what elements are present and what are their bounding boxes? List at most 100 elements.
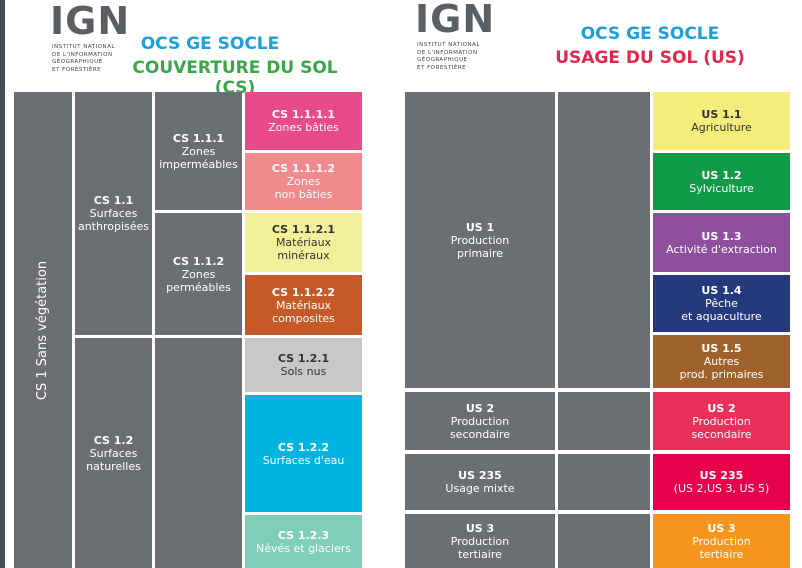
- cell: CS 1.2 Surfaces naturelles: [75, 338, 152, 568]
- cell-text: Sylviculture: [689, 181, 754, 195]
- cell-code: CS 1.1.2.1: [271, 223, 336, 236]
- logo: IGN: [50, 0, 131, 43]
- cell: [155, 338, 242, 568]
- cell-code: CS 1.2.2: [277, 440, 330, 454]
- cell-code: US 235: [699, 469, 744, 482]
- cell-code: US 1.4: [701, 284, 742, 297]
- cell: CS 1.2.1 Sols nus: [245, 338, 362, 392]
- cell: CS 1.1 Surfaces anthropisées: [75, 92, 152, 335]
- cell: [558, 454, 650, 510]
- org-line: GÉOGRAPHIQUE: [52, 59, 103, 65]
- org: INSTITUT NATIONAL DE L'INFORMATION GÉOGRAP…: [52, 44, 115, 74]
- side-strip: [0, 0, 5, 568]
- org-line: INSTITUT NATIONAL: [417, 42, 480, 48]
- cell-code: CS 1.1: [93, 194, 134, 207]
- org-line: DE L'INFORMATION: [52, 51, 113, 58]
- cell-code: US 1.5: [701, 342, 742, 355]
- cell: US 1 Production primaire: [405, 92, 555, 388]
- cell-text: tertiaire: [699, 547, 744, 561]
- cell-code: US 3: [707, 521, 736, 535]
- cell-text: minéraux: [277, 249, 330, 262]
- cell-text: Production: [692, 534, 751, 548]
- cell: US 1.4 Pêche et aquaculture: [653, 275, 790, 332]
- cell-text: Surfaces: [89, 446, 138, 460]
- cell-code: CS 1.1.1: [172, 131, 225, 145]
- cell-text: naturelles: [86, 459, 141, 473]
- cell-text: primaire: [456, 246, 504, 260]
- cell-text: Sols nus: [280, 365, 327, 378]
- cell-text: secondaire: [449, 427, 511, 441]
- cell-text: Surfaces: [89, 207, 138, 220]
- cell: [558, 92, 650, 388]
- cell-text: Matériaux: [275, 236, 332, 249]
- cell-text: Zones: [181, 144, 216, 158]
- cell-code: US 2: [465, 401, 495, 415]
- cell-code: US 235: [458, 469, 502, 482]
- cell-text: Matériaux: [275, 298, 332, 312]
- cell-text: Pêche: [705, 297, 738, 310]
- logo: IGN: [415, 0, 496, 41]
- org-line: INSTITUT NATIONAL: [52, 44, 115, 50]
- cell: [558, 514, 650, 568]
- cell: US 2 Production secondaire: [405, 392, 555, 450]
- org: INSTITUT NATIONAL DE L'INFORMATION GÉOGRAP…: [417, 42, 480, 72]
- cell: CS 1.1.1 Zones imperméables: [155, 92, 242, 210]
- cell-code: CS 1.1.1.2: [271, 162, 336, 175]
- cell-text: Névés et glaciers: [256, 541, 351, 555]
- cell-code: CS 1.1.1.1: [271, 108, 336, 121]
- cell-code: CS 1.1.2.2: [271, 285, 336, 299]
- cell: CS 1.1.1.2 Zones non bâties: [245, 153, 362, 210]
- cell: CS 1.2.2 Surfaces d'eau: [245, 395, 362, 512]
- cell-text: secondaire: [691, 427, 752, 441]
- cell: US 1.5 Autres prod. primaires: [653, 335, 790, 388]
- title: OCS GE SOCLE: [580, 24, 720, 44]
- cell-text: perméables: [166, 280, 231, 294]
- cell-text: et aquaculture: [681, 310, 762, 323]
- cell-text: Zones: [181, 267, 216, 281]
- cell-text: Autres: [703, 355, 740, 368]
- cell: CS 1.1.1.1 Zones bâties: [245, 92, 362, 150]
- cell-code: US 3: [465, 521, 495, 535]
- org-line: DE L'INFORMATION: [417, 49, 478, 56]
- cell-text: Production: [450, 414, 510, 428]
- cell-code: CS 1.2.3: [277, 528, 330, 542]
- cell: CS 1.2.3 Névés et glaciers: [245, 515, 362, 568]
- cell-text: Production: [450, 534, 510, 548]
- title: OCS GE SOCLE: [140, 34, 280, 54]
- cell-code: US 2: [707, 401, 736, 415]
- cell: US 2 Production secondaire: [653, 392, 790, 450]
- org-line: GÉOGRAPHIQUE: [417, 57, 468, 63]
- cell-code: CS 1 Sans végétation: [35, 260, 51, 400]
- cell-text: Surfaces d'eau: [262, 453, 345, 467]
- org-line: ET FORESTIÈRE: [52, 66, 102, 73]
- cell-text: prod. primaires: [679, 368, 764, 381]
- cell: US 1.2 Sylviculture: [653, 153, 790, 210]
- cell: US 235 (US 2,US 3, US 5): [653, 454, 790, 510]
- cell-code: CS 1.2: [93, 433, 134, 447]
- cell-text: (US 2,US 3, US 5): [673, 482, 770, 495]
- cell: US 3 Production tertiaire: [405, 514, 555, 568]
- cell-text: Zones: [286, 175, 321, 188]
- rotated-label: CS 1 Sans végétation: [35, 260, 51, 400]
- cell-code: US 1: [465, 220, 495, 234]
- cell-text: non bâties: [274, 188, 333, 201]
- cell-text: imperméables: [159, 157, 238, 171]
- cell-text: Production: [692, 414, 751, 428]
- cell: US 1.3 Activité d'extraction: [653, 213, 790, 272]
- cell: CS 1 Sans végétation: [14, 92, 72, 568]
- cell-text: tertiaire: [458, 547, 502, 561]
- cell-code: CS 1.1.2: [172, 254, 225, 268]
- cell-text: Activité d'extraction: [666, 242, 777, 256]
- org-line: ET FORESTIÈRE: [417, 64, 467, 71]
- cell: US 3 Production tertiaire: [653, 514, 790, 568]
- cell-text: Zones bâties: [268, 121, 339, 134]
- cell-code: US 1.3: [701, 229, 742, 243]
- cell: US 1.1 Agriculture: [653, 92, 790, 150]
- cell: CS 1.1.2.1 Matériaux minéraux: [245, 213, 362, 272]
- cell-code: US 1.2: [701, 168, 742, 182]
- cell-text: anthropisées: [77, 220, 150, 233]
- cell: CS 1.1.2 Zones perméables: [155, 213, 242, 335]
- subtitle: USAGE DU SOL (US): [555, 48, 745, 68]
- cell: [558, 392, 650, 450]
